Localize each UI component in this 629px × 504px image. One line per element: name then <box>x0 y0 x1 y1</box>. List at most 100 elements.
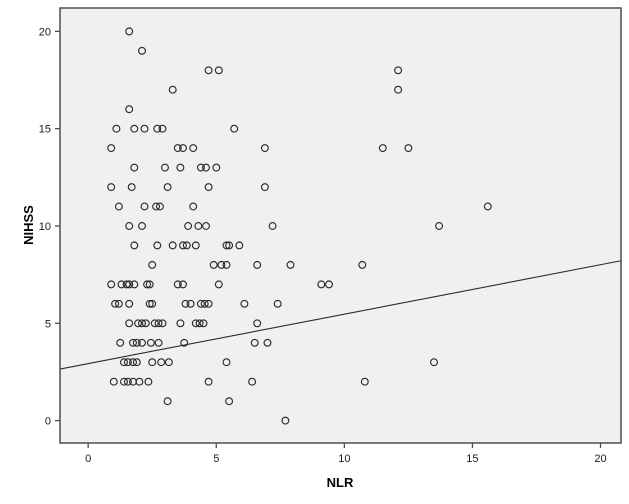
data-point-marker <box>111 299 120 308</box>
x-axis-title: NLR <box>327 475 354 490</box>
data-point-marker <box>186 299 195 308</box>
y-tick-label: 20 <box>39 26 51 38</box>
data-point-marker <box>123 377 132 386</box>
data-point-marker <box>144 377 153 386</box>
data-point-marker <box>235 241 244 250</box>
data-point-marker <box>114 202 123 211</box>
data-point-marker <box>125 222 134 230</box>
data-point-marker <box>132 338 141 347</box>
y-tick-label: 15 <box>39 124 51 136</box>
data-point-marker <box>230 124 239 133</box>
data-point-marker <box>127 183 136 192</box>
data-point-marker <box>273 299 282 308</box>
data-point-marker <box>120 358 128 367</box>
data-point-marker <box>141 319 150 328</box>
data-point-marker <box>189 144 198 153</box>
data-point-marker <box>153 241 162 250</box>
data-point-marker <box>140 124 149 133</box>
data-point-marker <box>194 222 203 230</box>
data-point-marker <box>146 338 155 347</box>
data-point-marker <box>184 222 193 230</box>
data-point-marker <box>153 124 162 133</box>
data-point-marker <box>225 241 234 250</box>
data-point-marker <box>404 144 413 153</box>
data-point-marker <box>182 241 191 250</box>
data-point-marker <box>394 85 403 94</box>
data-point-marker <box>212 163 221 172</box>
y-tick-label: 5 <box>45 318 51 330</box>
data-point-marker <box>176 163 185 172</box>
data-point-marker <box>483 202 492 211</box>
data-point-marker <box>109 377 118 386</box>
data-point-marker <box>163 397 172 406</box>
data-point-marker <box>195 319 204 328</box>
data-point-marker <box>181 299 190 308</box>
y-tick-label: 0 <box>45 416 51 428</box>
data-point-marker <box>112 124 121 133</box>
data-point-marker <box>152 202 161 211</box>
data-point-marker <box>214 280 223 289</box>
x-tick-label: 0 <box>85 453 91 465</box>
data-point-marker <box>260 144 269 153</box>
data-point-marker <box>217 260 226 269</box>
data-point-marker <box>204 299 213 308</box>
data-point-marker <box>129 358 137 367</box>
data-point-marker <box>200 299 209 308</box>
fit-line <box>59 260 622 370</box>
data-point-marker <box>240 299 249 308</box>
data-point-marker <box>138 46 146 55</box>
data-point-marker <box>148 260 157 269</box>
plot-area <box>60 8 621 443</box>
data-point-marker <box>253 319 262 328</box>
data-point-marker <box>158 319 167 328</box>
data-point-marker <box>268 222 277 230</box>
data-point-marker <box>225 397 234 406</box>
data-point-marker <box>114 299 123 308</box>
data-point-marker <box>132 358 141 367</box>
data-point-marker <box>145 280 154 289</box>
data-point-marker <box>360 377 369 386</box>
data-point-marker <box>222 241 231 250</box>
y-axis-ticks: 0 5 10 15 20 <box>39 26 60 428</box>
data-point-marker <box>116 338 125 347</box>
data-point-marker <box>222 260 231 269</box>
data-point-marker <box>173 280 182 289</box>
data-point-marker <box>204 66 213 75</box>
scatter-points <box>107 27 492 425</box>
data-point-marker <box>214 66 223 75</box>
data-point-marker <box>222 358 231 367</box>
data-point-marker <box>150 319 159 328</box>
data-point-marker <box>196 299 205 308</box>
y-axis-title: NIHSS <box>21 205 36 245</box>
data-point-marker <box>148 299 157 308</box>
data-point-marker <box>140 202 149 211</box>
data-point-marker <box>168 85 177 94</box>
data-point-marker <box>158 124 167 133</box>
data-point-marker <box>204 377 213 386</box>
data-point-marker <box>281 416 290 425</box>
data-point-marker <box>260 183 269 192</box>
data-point-marker <box>202 222 210 230</box>
data-point-marker <box>191 241 200 250</box>
data-point-marker <box>173 144 182 153</box>
data-point-marker <box>117 280 126 289</box>
data-point-marker <box>179 144 187 153</box>
data-point-marker <box>125 280 134 289</box>
data-point-marker <box>135 377 144 386</box>
data-point-marker <box>138 222 146 230</box>
data-point-marker <box>125 105 134 114</box>
data-point-marker <box>130 124 139 133</box>
data-point-marker <box>204 183 213 192</box>
data-point-marker <box>191 319 200 328</box>
data-point-marker <box>189 202 198 211</box>
data-point-marker <box>176 319 185 328</box>
data-point-marker <box>253 260 262 269</box>
x-tick-label: 10 <box>338 453 350 465</box>
data-point-marker <box>145 299 154 308</box>
data-point-marker <box>378 144 387 153</box>
data-point-marker <box>394 66 403 75</box>
data-point-marker <box>130 241 139 250</box>
data-point-marker <box>435 222 444 230</box>
data-point-marker <box>199 319 208 328</box>
